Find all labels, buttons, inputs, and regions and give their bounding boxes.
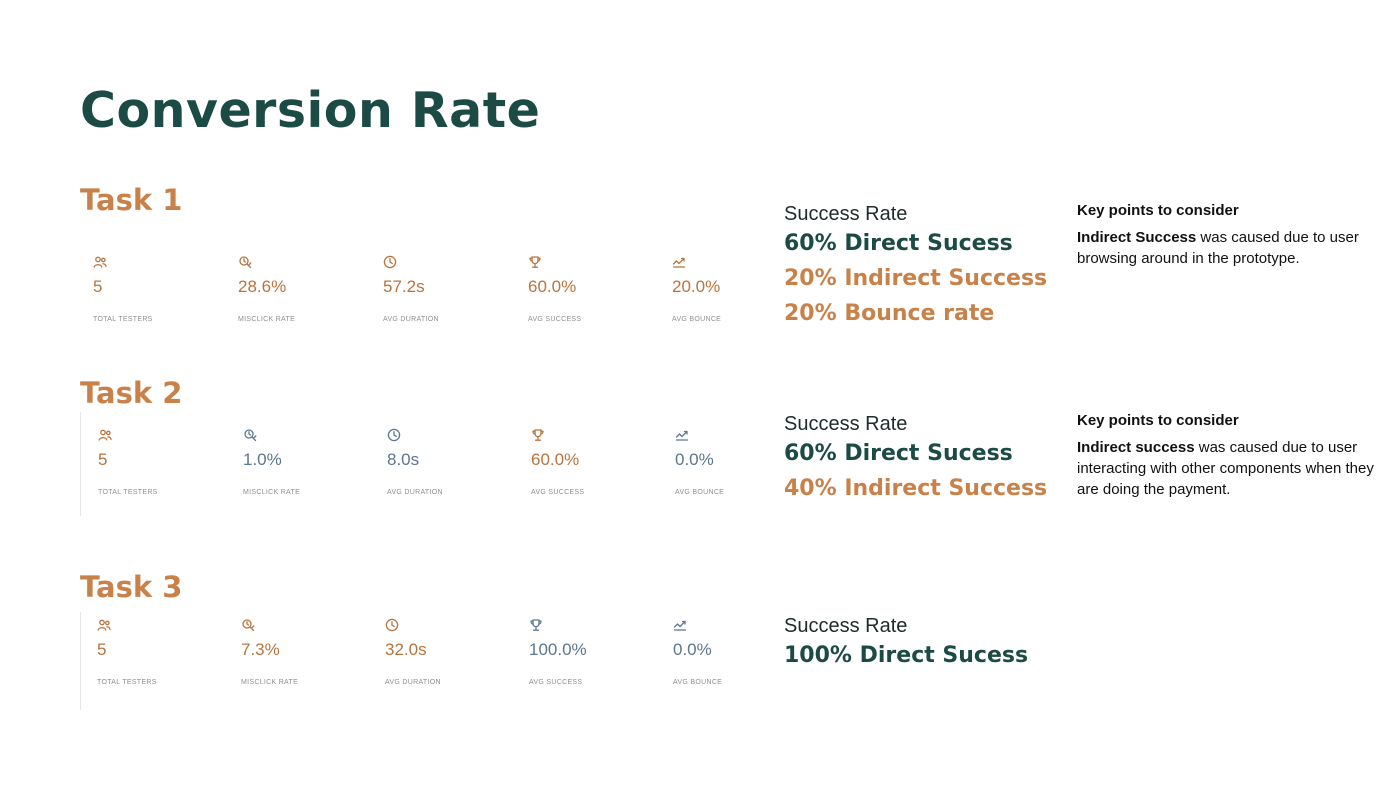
stat-label: AVG DURATION [387,489,443,496]
task-3-success-rate: Success Rate 100% Direct Sucess [784,614,1028,673]
task-1-stats: 5 TOTAL TESTERS 28.6% MISCLICK RATE 57.2… [80,255,760,355]
success-line-direct: 100% Direct Sucess [784,643,1029,668]
stat-total-testers: 5 TOTAL TESTERS [93,255,223,355]
success-line-indirect: 40% Indirect Success [784,476,1048,501]
clock-icon [387,428,401,442]
key-points-emphasis: Indirect Success [1077,229,1197,246]
stat-label: MISCLICK RATE [241,679,299,686]
task-3-stats: 5 TOTAL TESTERS 7.3% MISCLICK RATE 32.0s… [80,612,761,710]
stat-label: MISCLICK RATE [238,316,296,323]
key-points-title: Key points to consider [1077,412,1239,429]
stat-misclick-rate: 7.3% MISCLICK RATE [241,618,371,718]
page-title: Conversion Rate [80,82,541,139]
clock-icon [385,618,399,632]
stat-value: 5 [97,640,107,659]
task-1-key-points: Key points to consider Indirect Success … [1077,201,1377,269]
stat-misclick-rate: 28.6% MISCLICK RATE [238,255,368,355]
stat-label: AVG DURATION [385,679,441,686]
clock-icon [383,255,397,269]
trophy-icon [531,428,545,442]
stat-avg-duration: 57.2s AVG DURATION [383,255,513,355]
stat-value: 5 [93,277,103,296]
users-icon [97,618,111,632]
stat-value: 0.0% [675,450,714,469]
stat-total-testers: 5 TOTAL TESTERS [97,618,227,718]
stat-label: AVG DURATION [383,316,439,323]
stat-label: AVG BOUNCE [675,489,725,496]
stat-value: 32.0s [385,640,427,659]
key-points-text: Indirect Success was caused due to user … [1077,227,1377,269]
stat-avg-bounce: 20.0% AVG BOUNCE [672,255,802,355]
task-2-stats: 5 TOTAL TESTERS 1.0% MISCLICK RATE 8.0s … [80,412,761,516]
stat-label: AVG BOUNCE [672,316,722,323]
misclick-icon [243,428,257,442]
stat-value: 5 [98,450,108,469]
success-line-direct: 60% Direct Sucess [784,231,1013,256]
task-1-heading: Task 1 [80,183,183,217]
key-points-title: Key points to consider [1077,202,1239,219]
bounce-icon [672,255,686,269]
misclick-icon [238,255,252,269]
bounce-icon [675,428,689,442]
success-rate-label: Success Rate [784,615,908,637]
users-icon [93,255,107,269]
task-2-success-rate: Success Rate 60% Direct Sucess 40% Indir… [784,412,1047,506]
stat-label: AVG SUCCESS [529,679,583,686]
stat-label: TOTAL TESTERS [98,489,158,496]
stat-value: 57.2s [383,277,425,296]
stat-misclick-rate: 1.0% MISCLICK RATE [243,428,373,528]
stat-value: 100.0% [529,640,587,659]
stat-label: AVG SUCCESS [528,316,582,323]
task-3-heading: Task 3 [80,570,183,604]
stat-total-testers: 5 TOTAL TESTERS [98,428,228,528]
key-points-body: was caused due to user interacting with … [1077,439,1374,498]
stat-value: 20.0% [672,277,721,296]
stat-avg-bounce: 0.0% AVG BOUNCE [675,428,805,528]
trophy-icon [529,618,543,632]
stat-label: MISCLICK RATE [243,489,301,496]
stat-value: 7.3% [241,640,280,659]
key-points-emphasis: Indirect success [1077,439,1195,456]
stat-label: AVG BOUNCE [673,679,723,686]
success-rate-label: Success Rate [784,413,908,435]
bounce-icon [673,618,687,632]
stat-value: 1.0% [243,450,282,469]
stat-value: 28.6% [238,277,287,296]
success-line-bounce: 20% Bounce rate [784,301,995,326]
stat-avg-success: 60.0% AVG SUCCESS [531,428,661,528]
key-points-body: was caused due to user browsing around i… [1077,229,1359,267]
stat-avg-success: 60.0% AVG SUCCESS [528,255,658,355]
trophy-icon [528,255,542,269]
stat-avg-success: 100.0% AVG SUCCESS [529,618,659,718]
task-1-success-rate: Success Rate 60% Direct Sucess 20% Indir… [784,202,1047,331]
stat-avg-duration: 32.0s AVG DURATION [385,618,515,718]
stat-value: 0.0% [673,640,712,659]
misclick-icon [241,618,255,632]
stat-avg-duration: 8.0s AVG DURATION [387,428,517,528]
stat-value: 60.0% [531,450,580,469]
stat-label: AVG SUCCESS [531,489,585,496]
success-line-indirect: 20% Indirect Success [784,266,1048,291]
success-line-direct: 60% Direct Sucess [784,441,1013,466]
stat-value: 60.0% [528,277,577,296]
task-2-heading: Task 2 [80,376,183,410]
stat-value: 8.0s [387,450,420,469]
users-icon [98,428,112,442]
key-points-text: Indirect success was caused due to user … [1077,437,1377,500]
stat-avg-bounce: 0.0% AVG BOUNCE [673,618,803,718]
task-2-key-points: Key points to consider Indirect success … [1077,411,1377,500]
success-rate-label: Success Rate [784,203,908,225]
stat-label: TOTAL TESTERS [97,679,157,686]
stat-label: TOTAL TESTERS [93,316,153,323]
